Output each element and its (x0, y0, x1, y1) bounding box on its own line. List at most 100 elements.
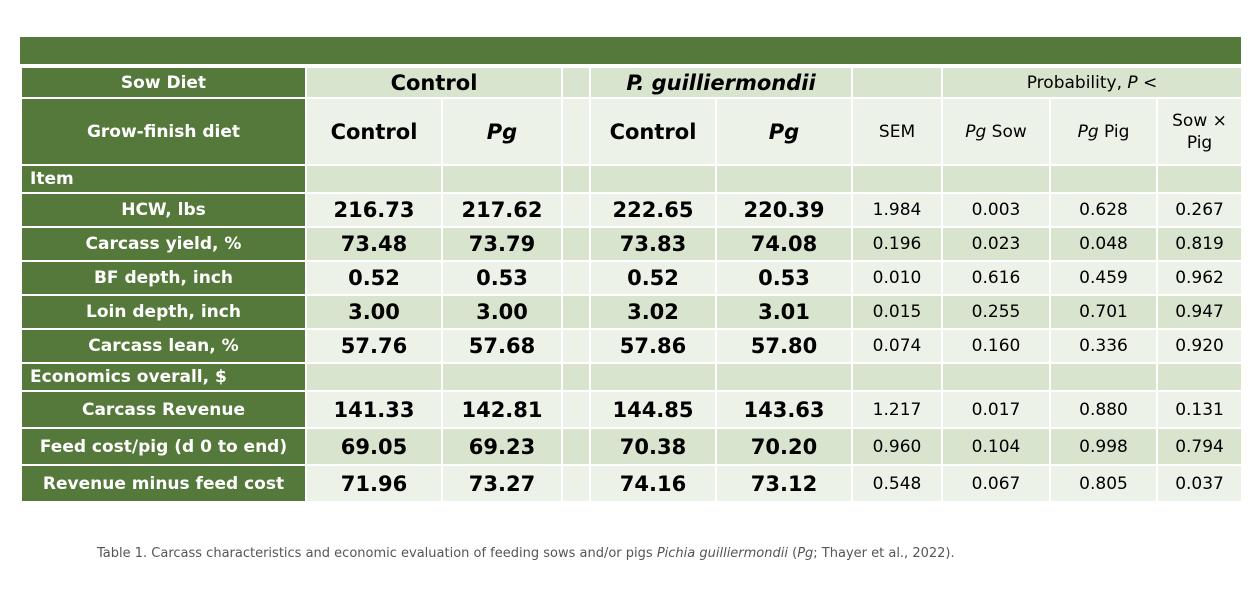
value-cell: 74.16 (589, 464, 717, 503)
header-label: Sow Diet (20, 66, 307, 99)
text-segment: Pg (965, 121, 987, 142)
value-cell: 0.015 (851, 294, 944, 330)
value-cell: 0.023 (941, 226, 1052, 262)
value-cell: 0.104 (941, 427, 1052, 466)
spacer-cell (561, 464, 591, 503)
text-segment: Probability, (1026, 72, 1128, 93)
value-cell: 0.048 (1049, 226, 1159, 262)
text-segment: Pg (1077, 121, 1099, 142)
spacer-cell (561, 226, 591, 262)
empty-cell (851, 164, 944, 194)
value-cell: 0.701 (1049, 294, 1159, 330)
value-cell: 0.998 (1049, 427, 1159, 466)
text-segment: P (1127, 72, 1138, 93)
value-cell: 73.48 (305, 226, 443, 262)
table-row: Carcass Revenue 141.33 142.81 144.85 143.63 1… (20, 390, 1244, 429)
text-segment: Sow × Pig (1172, 110, 1227, 153)
value-cell: 1.217 (851, 390, 944, 429)
group-header: P. guilliermondii (588, 66, 854, 99)
value-cell: 73.27 (441, 464, 563, 503)
text-segment: Pg (768, 119, 800, 144)
value-cell: 73.79 (441, 226, 563, 262)
section-title: Economics overall, $ (20, 362, 307, 392)
value-cell: 70.38 (589, 427, 717, 466)
spacer-cell (561, 260, 591, 296)
value-cell: 70.20 (714, 427, 854, 466)
text-segment: P. guilliermondii (626, 70, 816, 95)
table-row: HCW, lbs 216.73 217.62 222.65 220.39 1.984 0.0… (20, 192, 1244, 228)
spacer-cell (561, 97, 591, 166)
table-row: BF depth, inch 0.52 0.53 0.52 0.53 0.010 0.616… (20, 260, 1244, 296)
value-cell: 73.12 (714, 464, 854, 503)
value-cell: 1.984 (851, 192, 944, 228)
value-cell: 57.76 (305, 328, 443, 364)
empty-cell (589, 362, 717, 392)
empty-cell (561, 362, 591, 392)
empty-cell (714, 362, 854, 392)
table-body: Sow Diet Control P. guilliermondii Probabil… (20, 66, 1244, 503)
value-cell: 0.52 (589, 260, 717, 296)
value-cell: 0.628 (1049, 192, 1159, 228)
value-cell: 222.65 (589, 192, 717, 228)
table-row: Carcass yield, % 73.48 73.79 73.83 74.08 0.19… (20, 226, 1244, 262)
spacer-cell (561, 192, 591, 228)
empty-cell (305, 164, 443, 194)
text-segment: < (1137, 72, 1158, 93)
value-cell: 0.267 (1156, 192, 1244, 228)
value-cell: 71.96 (305, 464, 443, 503)
value-cell: 0.037 (1156, 464, 1244, 503)
value-cell: 0.805 (1049, 464, 1159, 503)
value-cell: 220.39 (714, 192, 854, 228)
group-header: Probability, P < (941, 66, 1244, 99)
value-cell: 143.63 (714, 390, 854, 429)
section-title: Item (20, 164, 307, 194)
value-cell: 3.01 (714, 294, 854, 330)
title-bar (20, 37, 1241, 64)
value-cell: 0.616 (941, 260, 1052, 296)
header-label: Grow-finish diet (20, 97, 307, 166)
value-cell: 0.960 (851, 427, 944, 466)
text-segment: Pig (1098, 121, 1130, 142)
value-cell: 141.33 (305, 390, 443, 429)
table-row: Grow-finish diet Control Pg Control Pg SEM Pg … (20, 97, 1244, 166)
column-header: Pg Pig (1049, 97, 1159, 166)
empty-cell (561, 164, 591, 194)
row-label: HCW, lbs (20, 192, 307, 228)
text-segment: SEM (878, 121, 916, 142)
empty-cell (589, 164, 717, 194)
row-label: Carcass yield, % (20, 226, 307, 262)
value-cell: 69.05 (305, 427, 443, 466)
text-segment: Pichia guilliermondii (656, 546, 788, 561)
value-cell: 142.81 (441, 390, 563, 429)
empty-cell (1049, 362, 1159, 392)
empty-cell (941, 164, 1052, 194)
row-label: Carcass lean, % (20, 328, 307, 364)
value-cell: 0.336 (1049, 328, 1159, 364)
value-cell: 0.196 (851, 226, 944, 262)
empty-cell (1049, 164, 1159, 194)
text-segment: Table 1. Carcass characteristics and eco… (97, 546, 657, 561)
row-label: Feed cost/pig (d 0 to end) (20, 427, 307, 466)
value-cell: 3.02 (589, 294, 717, 330)
value-cell: 0.819 (1156, 226, 1244, 262)
column-header: Control (589, 97, 717, 166)
row-label: Loin depth, inch (20, 294, 307, 330)
table-row: Revenue minus feed cost 71.96 73.27 74.16 73… (20, 464, 1244, 503)
value-cell: 0.794 (1156, 427, 1244, 466)
text-segment: ( (787, 546, 798, 561)
value-cell: 57.68 (441, 328, 563, 364)
text-segment: Pg (486, 119, 518, 144)
column-header: Pg (714, 97, 854, 166)
spacer-cell (561, 294, 591, 330)
empty-cell (441, 362, 563, 392)
empty-cell (1156, 362, 1244, 392)
empty-cell (1156, 164, 1244, 194)
table-row: Sow Diet Control P. guilliermondii Probabil… (20, 66, 1244, 99)
value-cell: 0.947 (1156, 294, 1244, 330)
text-segment: ; Thayer et al., 2022). (813, 546, 955, 561)
empty-cell (714, 164, 854, 194)
value-cell: 3.00 (305, 294, 443, 330)
value-cell: 74.08 (714, 226, 854, 262)
empty-cell (851, 362, 944, 392)
